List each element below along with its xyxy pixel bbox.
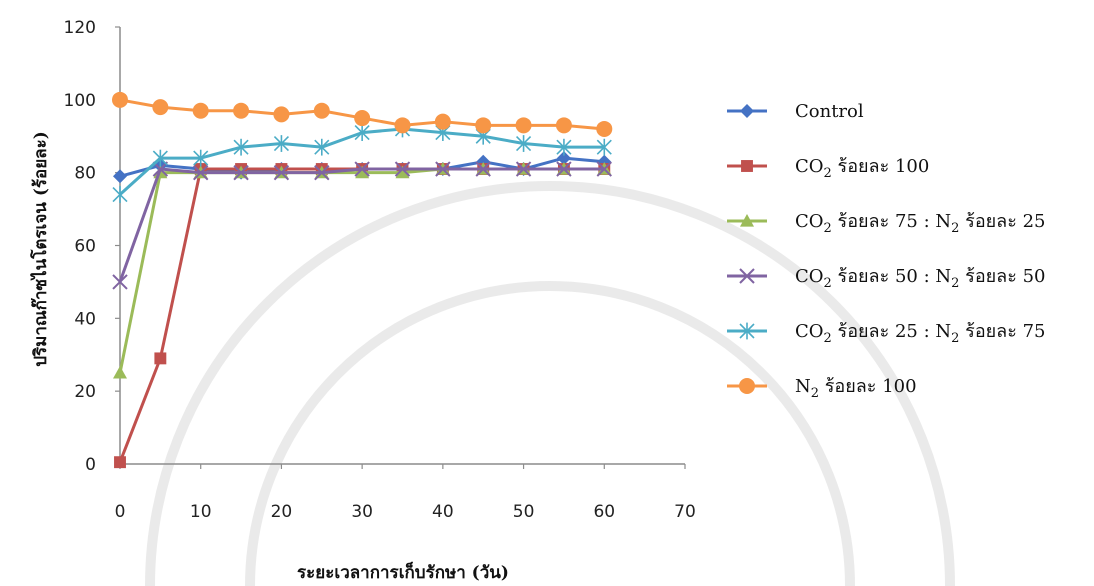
data-point xyxy=(112,274,128,290)
x-tick-label: 30 xyxy=(351,502,373,522)
data-point xyxy=(394,117,411,134)
series-layer xyxy=(112,91,613,469)
legend-label: Control xyxy=(795,101,864,122)
data-point xyxy=(515,117,532,134)
y-tick-label: 60 xyxy=(74,237,96,257)
legend-label: CO2 ร้อยละ 100 xyxy=(795,156,929,181)
data-point xyxy=(596,161,612,177)
y-tick-label: 40 xyxy=(74,309,96,329)
data-point xyxy=(354,124,370,142)
data-point xyxy=(516,135,532,152)
y-ticks: 0 20 40 60 80 100 120 xyxy=(64,18,120,475)
series-line xyxy=(118,167,605,374)
data-point xyxy=(596,120,613,137)
data-point xyxy=(112,186,128,203)
data-point xyxy=(556,151,571,166)
x-ticks: 0 10 20 30 40 50 60 70 xyxy=(115,464,696,522)
data-point xyxy=(152,99,169,116)
series-line xyxy=(118,167,605,463)
y-tick-label: 120 xyxy=(64,18,96,38)
x-tick-label: 60 xyxy=(593,502,615,522)
legend-marker xyxy=(741,160,753,172)
data-point xyxy=(233,102,250,119)
legend-marker xyxy=(740,214,754,227)
axes: 0 10 20 30 40 50 60 70 0 20 40 60 80 100 120 xyxy=(64,18,696,522)
y-tick-label: 100 xyxy=(64,91,96,111)
watermark xyxy=(145,181,955,586)
legend-item: CO2 ร้อยละ 75 : N2 ร้อยละ 25 xyxy=(727,211,1046,236)
data-point xyxy=(114,456,126,469)
legend-item: CO2 ร้อยละ 25 : N2 ร้อยละ 75 xyxy=(727,321,1046,346)
series-4 xyxy=(112,161,612,290)
data-point xyxy=(113,169,127,184)
data-point xyxy=(152,149,168,167)
data-point xyxy=(515,161,532,177)
x-tick-label: 0 xyxy=(115,502,126,522)
y-tick-label: 0 xyxy=(85,455,96,475)
legend-item: CO2 ร้อยละ 100 xyxy=(727,156,929,181)
data-point xyxy=(193,164,209,181)
data-point xyxy=(475,161,491,177)
y-axis-title: ปริมาณก๊าซไนโตรเจน (ร้อยละ) xyxy=(30,131,51,367)
data-point xyxy=(394,161,411,177)
series-6 xyxy=(112,91,613,137)
data-point xyxy=(314,138,330,156)
data-point xyxy=(112,91,128,108)
legend-marker xyxy=(739,268,755,284)
x-tick-label: 20 xyxy=(271,502,293,522)
data-point xyxy=(192,102,209,119)
legend-label: CO2 ร้อยละ 50 : N2 ร้อยละ 50 xyxy=(795,266,1046,291)
x-axis-title: ระยะเวลาการเก็บรักษา (วัน) xyxy=(297,560,509,583)
y-tick-label: 20 xyxy=(74,382,96,402)
data-point xyxy=(354,110,371,127)
data-point xyxy=(193,149,209,167)
x-tick-label: 50 xyxy=(513,502,535,522)
data-point xyxy=(313,102,330,119)
legend-marker xyxy=(739,378,755,394)
data-point xyxy=(233,164,249,181)
data-point xyxy=(555,117,572,134)
data-point xyxy=(435,161,451,177)
legend-marker xyxy=(739,322,755,340)
y-tick-label: 80 xyxy=(74,164,96,184)
data-point xyxy=(434,113,451,130)
data-point xyxy=(596,138,612,156)
legend-item: CO2 ร้อยละ 50 : N2 ร้อยละ 50 xyxy=(727,266,1046,291)
data-point xyxy=(152,161,169,177)
data-point xyxy=(113,365,127,379)
series-5 xyxy=(112,120,612,203)
data-point xyxy=(395,165,410,179)
data-point xyxy=(475,117,492,134)
x-tick-label: 40 xyxy=(432,502,454,522)
data-point xyxy=(233,138,249,156)
data-point xyxy=(154,352,167,365)
legend-label: CO2 ร้อยละ 25 : N2 ร้อยละ 75 xyxy=(795,321,1046,346)
legend: Control CO2 ร้อยละ 100 CO2 ร้อยละ 75 : N2 … xyxy=(727,101,1046,401)
legend-label: N2 ร้อยละ 100 xyxy=(795,376,917,401)
legend-marker xyxy=(740,104,754,118)
data-point xyxy=(556,138,572,156)
legend-label: CO2 ร้อยละ 75 : N2 ร้อยละ 25 xyxy=(795,211,1046,236)
data-point xyxy=(273,106,290,123)
data-point xyxy=(355,165,370,179)
data-point xyxy=(556,161,572,177)
data-point xyxy=(354,161,370,177)
data-point xyxy=(314,164,330,181)
data-point xyxy=(273,164,290,181)
legend-item: N2 ร้อยละ 100 xyxy=(727,376,917,401)
data-point xyxy=(273,135,289,152)
x-tick-label: 10 xyxy=(190,502,212,522)
legend-item: Control xyxy=(727,101,864,122)
x-tick-label: 70 xyxy=(674,502,696,522)
